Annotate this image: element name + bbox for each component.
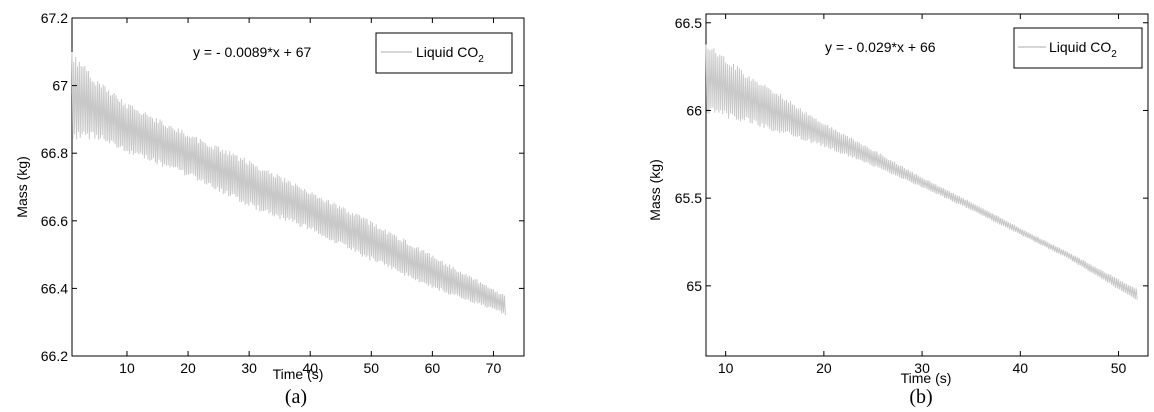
x-tick-label: 20 (180, 360, 196, 376)
caption-b: (b) (909, 386, 932, 408)
x-tick-label: 40 (302, 360, 318, 376)
x-tick-label: 30 (914, 360, 930, 376)
x-tick-label: 30 (241, 360, 257, 376)
y-tick-labels-a: 66.2 66.4 66.6 66.8 67 67.2 (41, 10, 68, 364)
fit-equation-a: y = - 0.0089*x + 67 (193, 44, 312, 60)
tick-marks-a (72, 17, 524, 357)
y-tick-label: 66.6 (41, 213, 68, 229)
x-tick-label: 20 (816, 360, 832, 376)
y-tick-label: 66.5 (675, 15, 702, 31)
x-tick-labels-a: 10 20 30 40 50 60 70 (119, 360, 501, 376)
legend-label-a: Liquid CO (416, 44, 478, 60)
legend-b: Liquid CO2 (1013, 27, 1143, 69)
x-axis-label-a: Time (s) (273, 366, 324, 382)
y-tick-labels-b: 65 65.5 66 66.5 (675, 15, 702, 294)
x-tick-label: 70 (486, 360, 502, 376)
y-axis-label-b: Mass (kg) (647, 159, 663, 220)
legend-box-b (1013, 27, 1143, 69)
fit-equation-b: y = - 0.029*x + 66 (825, 39, 936, 55)
caption-a: (a) (285, 386, 307, 408)
x-tick-labels-b: 10 20 30 40 50 (718, 360, 1127, 376)
series-band-b (705, 44, 1138, 300)
y-tick-label: 66.8 (41, 145, 68, 161)
y-tick-label: 66 (686, 102, 702, 118)
y-tick-label: 67.2 (41, 10, 68, 26)
legend-subscript-b: 2 (1111, 49, 1117, 60)
series-line-liquid-co2 (705, 44, 1138, 300)
x-tick-label: 60 (425, 360, 441, 376)
legend-entry-b: Liquid CO2 (1049, 39, 1117, 60)
legend-a: Liquid CO2 (375, 32, 513, 74)
plot-area-a (71, 17, 525, 357)
y-tick-label: 65.5 (675, 190, 702, 206)
chart-a: 10 20 30 40 50 60 70 66.2 66.4 66.6 66.8 67 67.2 Ti… (14, 10, 525, 408)
tick-marks-b (706, 14, 1148, 356)
legend-entry-a: Liquid CO2 (416, 44, 484, 65)
legend-subscript-a: 2 (478, 54, 484, 65)
x-tick-label: 10 (119, 360, 135, 376)
y-tick-label: 65 (686, 278, 702, 294)
x-tick-label: 40 (1013, 360, 1029, 376)
y-tick-label: 66.4 (41, 280, 68, 296)
y-tick-label: 67 (52, 78, 68, 94)
series-band-a (71, 51, 506, 316)
x-tick-label: 50 (1111, 360, 1127, 376)
y-axis-label-a: Mass (kg) (14, 156, 30, 217)
plot-area-b (705, 13, 1149, 357)
x-tick-label: 50 (364, 360, 380, 376)
legend-box-a (375, 32, 513, 74)
y-tick-label: 66.2 (41, 348, 68, 364)
legend-label-b: Liquid CO (1049, 39, 1111, 55)
chart-b: 10 20 30 40 50 65 65.5 66 66.5 Time (s) Mass (k… (647, 13, 1149, 408)
x-axis-label-b: Time (s) (901, 370, 952, 386)
x-tick-label: 10 (718, 360, 734, 376)
series-line-liquid-co2 (71, 51, 506, 316)
